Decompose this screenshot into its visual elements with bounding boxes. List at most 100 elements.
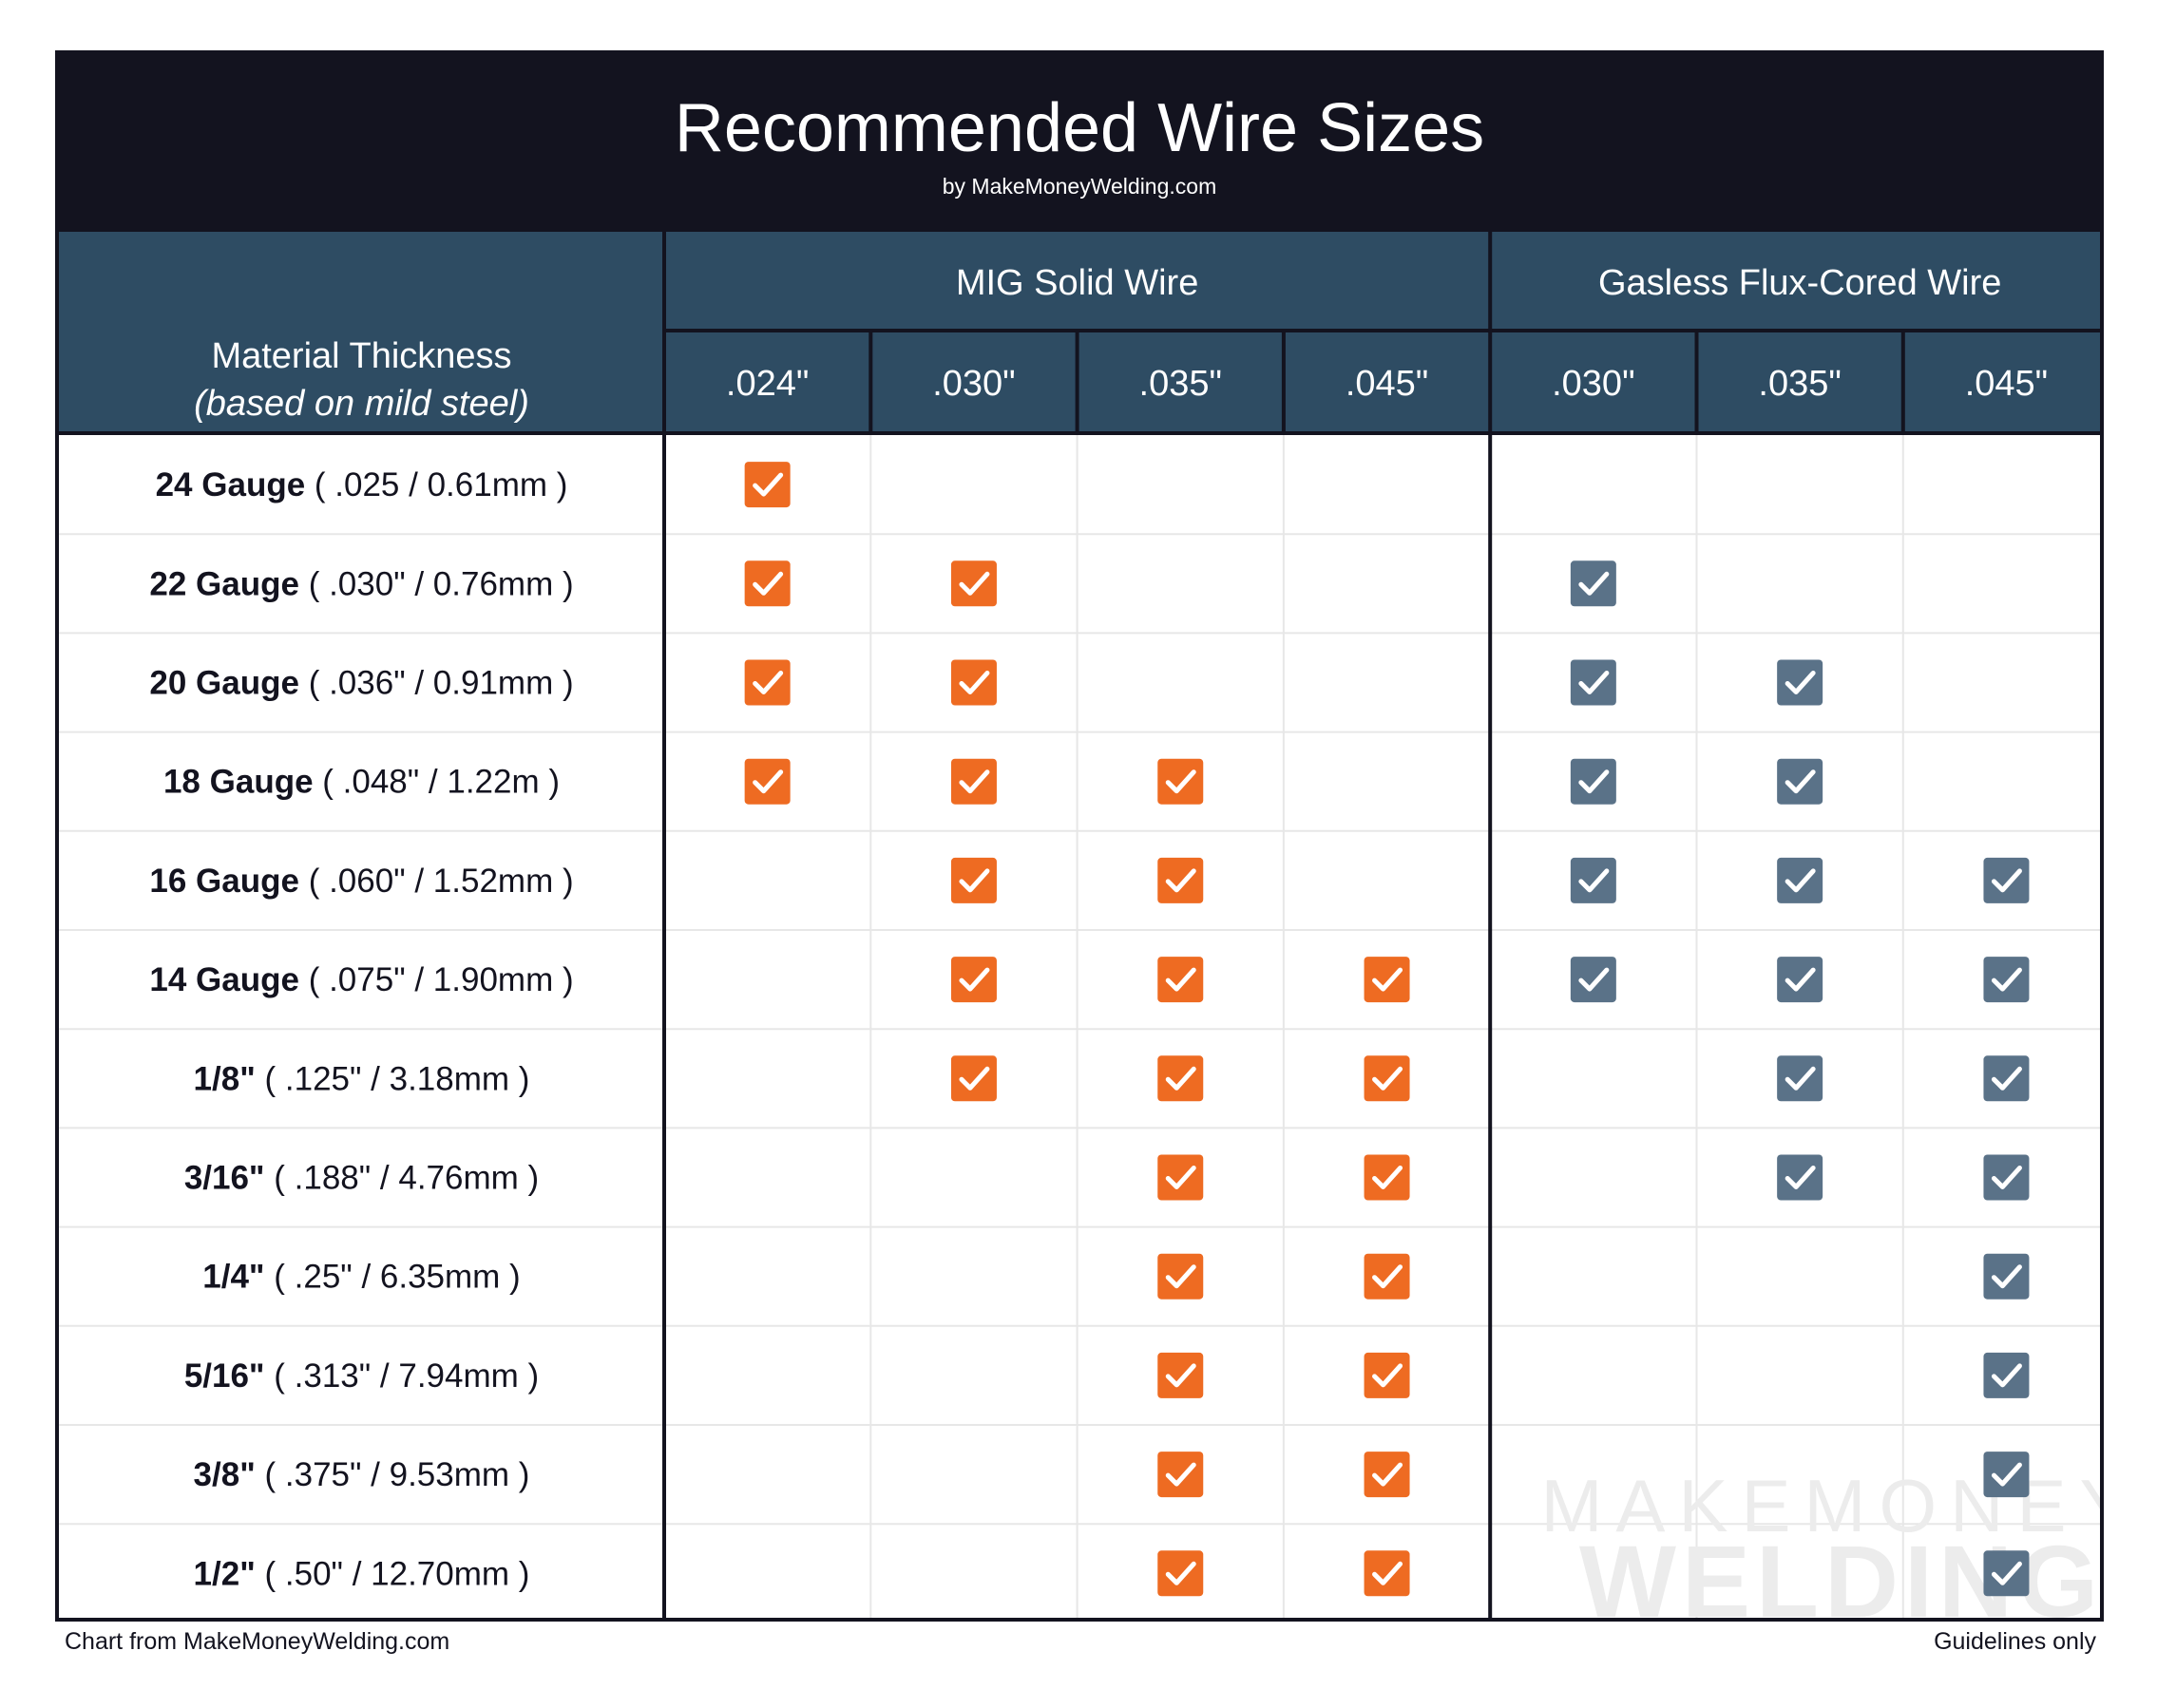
check-mark-icon: [753, 769, 784, 794]
row-label-6: 1/8" ( .125" / 3.18mm ): [194, 1060, 530, 1097]
row-label-5: 14 Gauge ( .075" / 1.90mm ): [149, 961, 573, 998]
check-box-r5-c2: [1157, 957, 1204, 1003]
check-mark-icon: [959, 967, 990, 992]
size-header-6: .045": [1965, 364, 2048, 404]
check-mark-icon: [1785, 868, 1816, 893]
check-box-r11-c6: [1983, 1550, 2030, 1597]
check-box-r0-c0: [744, 462, 791, 508]
check-mark-icon: [1165, 868, 1196, 893]
row-label-11: 1/2" ( .50" / 12.70mm ): [194, 1555, 530, 1592]
check-mark-icon: [1372, 1264, 1403, 1289]
check-box-r4-c2: [1157, 857, 1204, 903]
check-box-r6-c6: [1983, 1055, 2030, 1102]
check-mark-icon: [1991, 868, 2022, 893]
group-header-0: MIG Solid Wire: [956, 263, 1198, 303]
row-spec: ( .030" / 0.76mm ): [299, 565, 574, 602]
row-label-2: 20 Gauge ( .036" / 0.91mm ): [149, 665, 573, 702]
check-mark-icon: [1165, 1066, 1196, 1091]
row-gauge: 1/4": [202, 1259, 264, 1296]
row-spec: ( .375" / 9.53mm ): [256, 1456, 530, 1493]
check-mark-icon: [1991, 1462, 2022, 1487]
row-label-7: 3/16" ( .188" / 4.76mm ): [184, 1160, 539, 1197]
check-mark-icon: [1991, 1066, 2022, 1091]
check-box-r3-c4: [1570, 758, 1616, 805]
footer-source: Chart from MakeMoneyWelding.com: [65, 1628, 450, 1655]
row-label-0: 24 Gauge ( .025 / 0.61mm ): [156, 466, 568, 503]
check-mark-icon: [1991, 967, 2022, 992]
check-box-r10-c3: [1364, 1452, 1410, 1498]
check-mark-icon: [1578, 967, 1610, 992]
check-box-r8-c6: [1983, 1253, 2030, 1300]
check-mark-icon: [1578, 868, 1610, 893]
row-gauge: 14 Gauge: [149, 961, 299, 998]
check-mark-icon: [1165, 967, 1196, 992]
chart-title: Recommended Wire Sizes: [674, 90, 1485, 166]
check-mark-icon: [1785, 1166, 1816, 1189]
check-box-r6-c3: [1364, 1055, 1410, 1102]
check-box-r5-c1: [950, 957, 997, 1003]
check-box-r2-c0: [744, 659, 791, 706]
row-gauge: 3/16": [184, 1160, 265, 1197]
check-box-r3-c1: [950, 758, 997, 805]
chart-frame: Recommended Wire Sizes by MakeMoneyWeldi…: [55, 50, 2104, 1622]
check-box-r10-c2: [1157, 1452, 1204, 1498]
row-spec: ( .075" / 1.90mm ): [299, 961, 574, 998]
check-box-r7-c3: [1364, 1154, 1410, 1201]
size-header-4: .030": [1552, 364, 1634, 404]
row-label-9: 5/16" ( .313" / 7.94mm ): [184, 1357, 539, 1395]
check-mark-icon: [1372, 1561, 1403, 1585]
check-mark-icon: [959, 671, 990, 694]
check-mark-icon: [959, 571, 990, 596]
check-box-r7-c6: [1983, 1154, 2030, 1201]
check-box-r5-c5: [1777, 957, 1823, 1003]
check-box-r3-c5: [1777, 758, 1823, 805]
header-background: [59, 232, 2100, 435]
check-mark-icon: [753, 671, 784, 694]
row-label-1: 22 Gauge ( .030" / 0.76mm ): [149, 565, 573, 602]
row-spec: ( .025 / 0.61mm ): [305, 466, 567, 503]
row-spec: ( .048" / 1.22m ): [314, 764, 560, 801]
row-label-3: 18 Gauge ( .048" / 1.22m ): [163, 764, 560, 801]
row-gauge: 24 Gauge: [156, 466, 306, 503]
footer-note: Guidelines only: [1934, 1628, 2096, 1655]
check-mark-icon: [1785, 967, 1816, 992]
check-mark-icon: [1165, 1462, 1196, 1487]
check-mark-icon: [1785, 769, 1816, 794]
row-label-4: 16 Gauge ( .060" / 1.52mm ): [149, 863, 573, 900]
check-mark-icon: [959, 1066, 990, 1091]
check-box-r4-c5: [1777, 857, 1823, 903]
check-box-r9-c3: [1364, 1352, 1410, 1398]
row-spec: ( .50" / 12.70mm ): [256, 1555, 530, 1592]
check-box-r8-c3: [1364, 1253, 1410, 1300]
check-mark-icon: [1165, 1561, 1196, 1585]
check-box-r6-c2: [1157, 1055, 1204, 1102]
check-box-r11-c3: [1364, 1550, 1410, 1597]
check-mark-icon: [1785, 1066, 1816, 1091]
check-box-r3-c2: [1157, 758, 1204, 805]
size-header-5: .035": [1758, 364, 1841, 404]
check-box-r1-c1: [950, 560, 997, 607]
check-mark-icon: [1578, 671, 1610, 694]
check-box-r2-c4: [1570, 659, 1616, 706]
check-mark-icon: [959, 868, 990, 893]
title-band: Recommended Wire Sizes by MakeMoneyWeldi…: [59, 54, 2100, 232]
row-spec: ( .036" / 0.91mm ): [299, 665, 574, 702]
check-box-r11-c2: [1157, 1550, 1204, 1597]
check-box-r4-c1: [950, 857, 997, 903]
size-header-0: .024": [726, 364, 809, 404]
check-mark-icon: [1991, 1264, 2022, 1289]
size-header-2: .035": [1139, 364, 1222, 404]
check-box-r7-c2: [1157, 1154, 1204, 1201]
check-mark-icon: [1372, 1166, 1403, 1189]
check-mark-icon: [1991, 1166, 2022, 1189]
row-spec: ( .125" / 3.18mm ): [256, 1060, 530, 1097]
check-mark-icon: [1785, 671, 1816, 694]
check-box-r1-c0: [744, 560, 791, 607]
check-box-r2-c5: [1777, 659, 1823, 706]
size-header-3: .045": [1346, 364, 1428, 404]
check-mark-icon: [753, 472, 784, 497]
check-mark-icon: [1372, 1363, 1403, 1388]
row-gauge: 18 Gauge: [163, 764, 314, 801]
check-box-r3-c0: [744, 758, 791, 805]
chart-subtitle: by MakeMoneyWelding.com: [942, 174, 1217, 199]
